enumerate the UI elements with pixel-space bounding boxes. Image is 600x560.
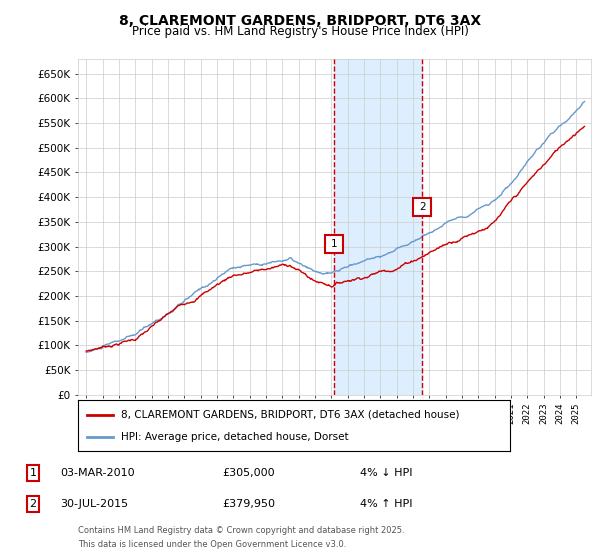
Text: 8, CLAREMONT GARDENS, BRIDPORT, DT6 3AX (detached house): 8, CLAREMONT GARDENS, BRIDPORT, DT6 3AX …: [121, 409, 460, 419]
Text: 2: 2: [29, 499, 37, 509]
Text: Price paid vs. HM Land Registry's House Price Index (HPI): Price paid vs. HM Land Registry's House …: [131, 25, 469, 38]
Text: 1: 1: [29, 468, 37, 478]
Text: Contains HM Land Registry data © Crown copyright and database right 2025.: Contains HM Land Registry data © Crown c…: [78, 526, 404, 535]
Text: £305,000: £305,000: [222, 468, 275, 478]
Text: 30-JUL-2015: 30-JUL-2015: [60, 499, 128, 509]
Text: 1: 1: [331, 239, 337, 249]
Text: 8, CLAREMONT GARDENS, BRIDPORT, DT6 3AX: 8, CLAREMONT GARDENS, BRIDPORT, DT6 3AX: [119, 14, 481, 28]
Text: £379,950: £379,950: [222, 499, 275, 509]
Text: This data is licensed under the Open Government Licence v3.0.: This data is licensed under the Open Gov…: [78, 540, 346, 549]
Bar: [334, 59, 422, 395]
Text: 03-MAR-2010: 03-MAR-2010: [60, 468, 134, 478]
Text: 4% ↑ HPI: 4% ↑ HPI: [360, 499, 413, 509]
Text: HPI: Average price, detached house, Dorset: HPI: Average price, detached house, Dors…: [121, 432, 349, 442]
Text: 4% ↓ HPI: 4% ↓ HPI: [360, 468, 413, 478]
Text: 2: 2: [419, 202, 426, 212]
